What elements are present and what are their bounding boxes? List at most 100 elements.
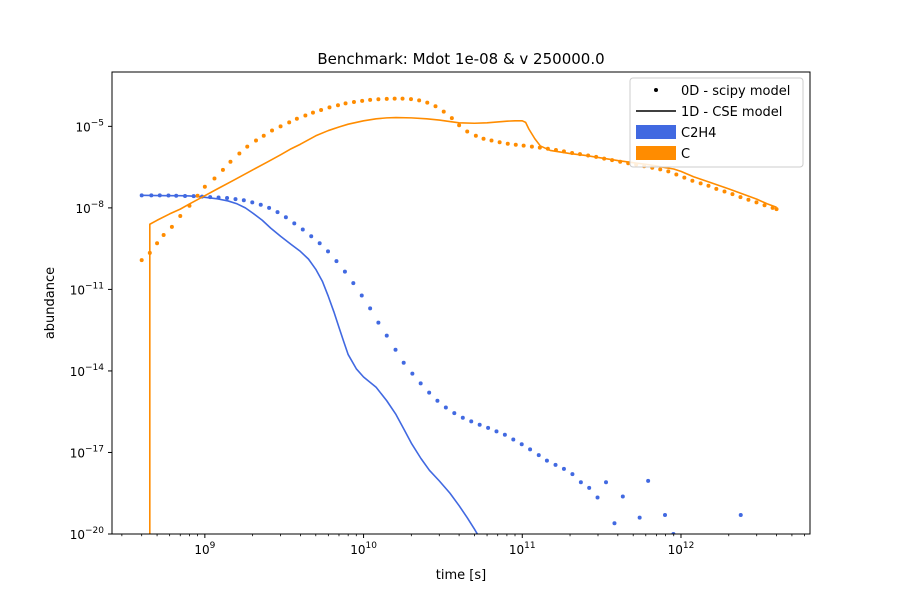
x-tick-label: 1012 [668,541,695,557]
data-point-c2h4 [342,269,347,274]
data-point-c2h4 [714,536,718,540]
x-tick-label: 1010 [350,541,377,557]
data-point-c [400,96,405,101]
data-point-c [521,143,526,148]
data-point-c2h4 [486,425,491,430]
data-point-c2h4 [435,398,440,403]
data-point-c [294,116,299,121]
data-point-c [457,123,462,128]
data-point-c2h4 [561,466,566,471]
data-point-c [513,142,518,147]
x-axis-label: time [s] [436,568,486,583]
data-point-c2h4 [401,360,406,365]
legend-label-1d-model: 1D - CSE model [681,105,782,120]
data-point-c [417,98,422,103]
data-point-c [658,167,663,172]
data-point-c2h4 [384,333,389,338]
data-point-c [212,176,217,181]
y-tick-label: 10−5 [75,118,104,134]
data-point-c [497,140,502,145]
data-point-c2h4 [655,559,659,563]
line-c [149,116,777,534]
series-layer [139,96,779,563]
data-point-c2h4 [595,495,600,500]
data-point-c [270,128,275,133]
data-point-c2h4 [494,429,499,434]
data-point-c [327,105,332,110]
data-point-c2h4 [620,494,625,499]
data-point-c [762,203,767,208]
data-point-c2h4 [738,513,743,517]
data-point-c2h4 [351,281,356,286]
legend-label-c2h4: C2H4 [681,126,716,141]
data-point-c2h4 [283,215,288,220]
series-c2h4-cse-line [141,194,479,534]
data-point-c [368,97,373,102]
data-point-c [698,181,703,186]
y-axis-label: abundance [43,267,58,339]
legend-swatch-c2h4 [636,125,676,139]
data-point-c2h4 [317,241,322,246]
y-tick-label: 10−17 [70,444,104,460]
y-tick-label: 10−14 [70,363,105,379]
data-point-c2h4 [680,559,684,563]
legend: 0D - scipy model 1D - CSE model C2H4 C [629,77,804,168]
data-point-c [754,200,759,205]
data-point-c [178,214,183,219]
data-point-c2h4 [705,559,709,563]
data-point-c [351,99,356,104]
data-point-c2h4 [309,234,314,239]
plot-frame [111,71,811,535]
data-point-c [360,98,365,103]
series-c-cse-line [149,116,777,534]
data-point-c2h4 [452,411,457,416]
data-point-c2h4 [578,480,583,485]
data-point-c2h4 [418,381,423,386]
data-point-c2h4 [697,559,701,563]
data-point-c2h4 [502,432,507,437]
data-point-c2h4 [536,453,541,458]
data-point-c2h4 [410,371,415,376]
data-point-c2h4 [519,442,524,447]
data-point-c [473,133,478,138]
data-point-c [505,141,510,146]
data-point-c2h4 [275,210,280,215]
x-axis: 109 1010 1011 1012 [121,534,805,557]
data-point-c [303,113,308,118]
data-point-c2h4 [359,293,364,298]
data-point-c [139,258,144,263]
y-tick-label: 10−20 [70,526,105,542]
data-point-c [278,124,283,129]
data-point-c [384,96,389,101]
data-point-c [465,129,470,134]
data-point-c [489,138,494,143]
data-point-c [220,167,225,172]
legend-dot-marker [654,88,658,92]
data-point-c [746,197,751,202]
data-point-c2h4 [570,472,575,477]
data-point-c2h4 [368,306,373,311]
data-point-c [261,133,266,138]
data-point-c2h4 [477,422,482,427]
data-point-c2h4 [722,548,726,552]
data-point-c [376,97,381,102]
data-point-c [738,195,743,200]
data-point-c [392,96,397,101]
data-point-c [714,186,719,191]
data-point-c [408,97,413,102]
data-point-c2h4 [267,205,272,210]
data-point-c [310,110,315,115]
data-point-c [155,241,160,246]
data-point-c [343,101,348,106]
data-point-c [682,175,687,180]
data-point-c2h4 [604,480,609,485]
data-point-c [449,116,454,121]
series-c2h4-scipy-dots [139,193,743,563]
data-point-c2h4 [469,419,474,424]
data-point-c [441,109,446,114]
data-point-c2h4 [528,447,533,452]
x-tick-label: 1011 [509,541,536,557]
data-point-c2h4 [250,200,255,205]
data-point-c2h4 [612,521,617,526]
